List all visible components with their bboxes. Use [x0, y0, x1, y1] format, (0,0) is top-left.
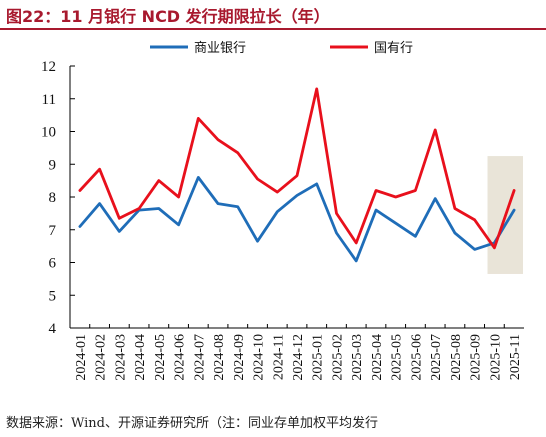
x-tick-label: 2025-02 [330, 334, 345, 381]
x-tick-label: 2024-11 [271, 334, 286, 380]
series-line-1 [78, 175, 516, 263]
x-tick-label: 2025-06 [409, 334, 424, 381]
x-tick-label: 2025-08 [449, 334, 464, 381]
x-tick-label: 2024-12 [291, 334, 306, 381]
x-tick-label: 2025-09 [469, 334, 484, 381]
y-tick-label: 9 [49, 157, 57, 173]
x-tick-label: 2024-07 [192, 334, 207, 381]
y-tick-label: 8 [49, 190, 57, 206]
y-tick-label: 12 [41, 59, 56, 75]
x-tick-label: 2024-02 [94, 334, 109, 381]
x-tick-label: 2024-05 [153, 334, 168, 381]
y-tick-label: 7 [49, 223, 57, 239]
title-divider [0, 28, 546, 30]
chart-title: 图22：11 月银行 NCD 发行期限拉长（年） [6, 7, 330, 26]
legend-label-2: 国有行 [374, 41, 413, 56]
x-tick-label: 2025-11 [508, 334, 523, 380]
axes: 4 5 6 7 8 9 10 11 12 2024-01 2024-02 2024-03 2024-04… [41, 59, 524, 381]
x-tick-label: 2024-08 [212, 334, 227, 381]
x-tick-label: 2025-10 [488, 334, 503, 381]
source-note: 数据来源：Wind、开源证券研究所（注：同业存单加权平均发行 [6, 416, 378, 431]
y-tick-label: 10 [41, 125, 56, 141]
y-tick-label: 5 [49, 288, 57, 304]
x-tick-label: 2024-03 [113, 334, 128, 381]
x-tick-label: 2024-04 [133, 334, 148, 381]
x-tick-label: 2025-05 [390, 334, 405, 381]
legend: 商业银行 国有行 [150, 41, 413, 56]
x-tick-label: 2025-01 [311, 334, 326, 381]
x-tick-label: 2025-07 [429, 334, 444, 381]
y-tick-label: 4 [49, 321, 57, 337]
x-tick-label: 2024-09 [232, 334, 247, 381]
legend-label-1: 商业银行 [194, 41, 246, 56]
y-tick-label: 6 [49, 256, 57, 272]
x-tick-label: 2025-04 [370, 334, 385, 381]
x-tick-label: 2025-03 [350, 334, 365, 381]
x-tick-label: 2024-01 [74, 334, 89, 381]
series-line-2 [78, 87, 516, 250]
y-tick-label: 11 [42, 92, 56, 108]
x-tick-label: 2024-10 [252, 334, 267, 381]
series-lines [78, 87, 516, 263]
x-tick-label: 2024-06 [173, 334, 188, 381]
